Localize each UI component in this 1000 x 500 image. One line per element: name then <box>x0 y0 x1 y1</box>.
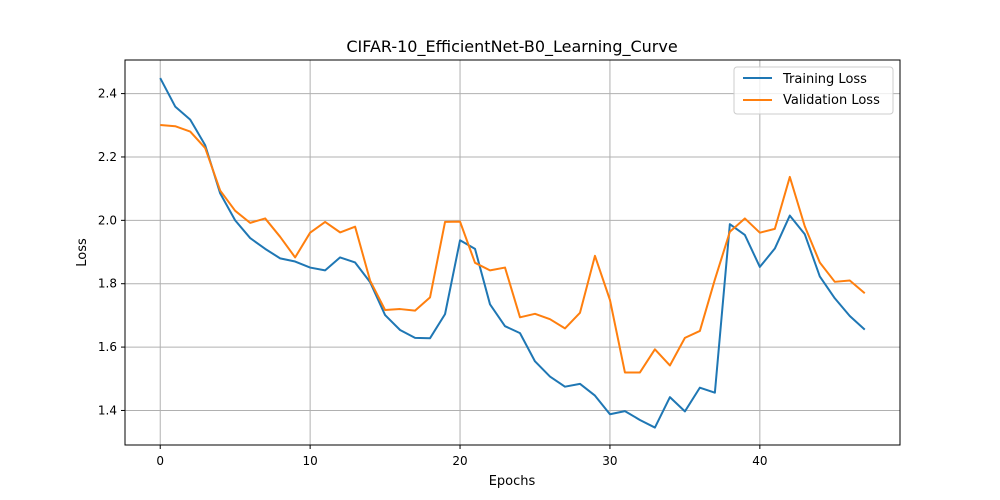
x-tick-label: 20 <box>452 454 467 468</box>
x-tick-label: 30 <box>602 454 617 468</box>
y-tick-label: 2.0 <box>98 213 117 227</box>
legend-label-validation-loss: Validation Loss <box>783 93 880 108</box>
legend-label-training-loss: Training Loss <box>782 72 867 87</box>
chart-title: CIFAR-10_EfficientNet-B0_Learning_Curve <box>346 37 677 57</box>
y-tick-label: 1.4 <box>98 403 117 417</box>
axis-ticks: 0 10 20 30 40 1.4 1.6 1.8 2.0 2.2 2.4 <box>98 87 768 468</box>
x-tick-label: 10 <box>302 454 317 468</box>
legend-box <box>733 66 894 115</box>
y-axis-label: Loss <box>75 238 90 267</box>
x-tick-label: 0 <box>156 454 164 468</box>
y-tick-label: 1.8 <box>98 277 117 291</box>
grid-lines <box>125 60 900 445</box>
plot-frame <box>124 59 901 446</box>
series-line-validation-loss <box>160 123 866 374</box>
x-tick-label: 40 <box>752 454 767 468</box>
y-tick-label: 2.4 <box>98 87 117 101</box>
x-axis-label: Epochs <box>489 474 536 489</box>
y-tick-label: 1.6 <box>98 340 117 354</box>
legend: Training Loss Validation Loss <box>733 66 894 115</box>
y-tick-label: 2.2 <box>98 150 117 164</box>
series-lines <box>159 77 866 429</box>
series-line-training-loss <box>159 77 866 429</box>
